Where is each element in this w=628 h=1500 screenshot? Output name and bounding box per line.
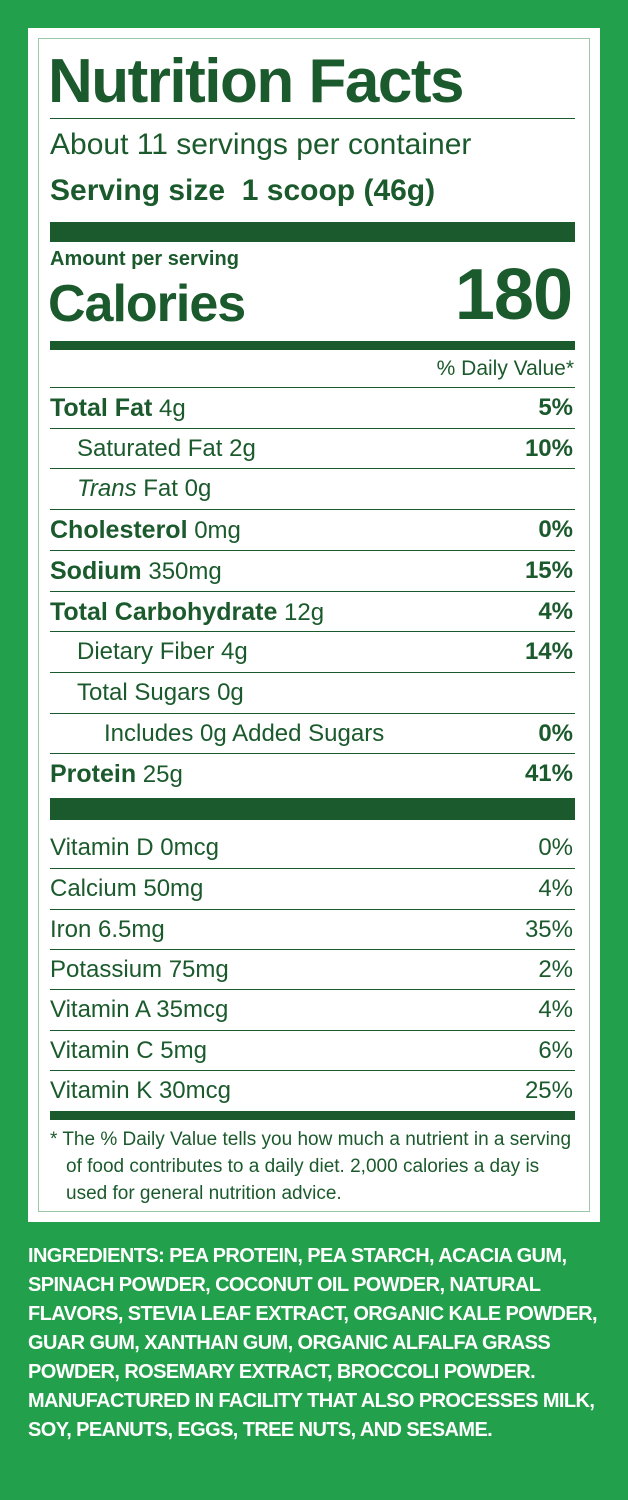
title: Nutrition Facts xyxy=(48,47,464,116)
daily-value: 4% xyxy=(538,996,573,1024)
panel-frame xyxy=(38,38,590,1212)
daily-value: 35% xyxy=(524,915,573,943)
nutrient-amount: 0g xyxy=(184,475,212,503)
vitamin-row: Potassium 75mg 2% xyxy=(50,948,575,990)
vitamin-row: Vitamin K 30mcg 25% xyxy=(50,1069,575,1111)
nutrient-name: Fat xyxy=(143,475,178,503)
vitamin-name: Vitamin K 30mcg xyxy=(50,1076,231,1104)
nutrient-row: Dietary Fiber 4g 14% xyxy=(50,631,575,672)
vitamin-row: Iron 6.5mg 35% xyxy=(50,908,575,950)
nutrient-name-wrap: Total Carbohydrate 12g xyxy=(50,597,325,626)
daily-value: 5% xyxy=(538,394,573,421)
nutrient-prefix: Trans xyxy=(77,475,137,503)
ingredients-label: INGREDIENTS: xyxy=(28,1245,165,1267)
nutrition-panel: Nutrition Facts About 11 servings per co… xyxy=(28,28,600,1222)
nutrient-name-wrap: Sodium 350mg xyxy=(50,556,222,585)
vitamin-name: Calcium 50mg xyxy=(50,875,204,903)
nutrient-row: Saturated Fat 2g 10% xyxy=(50,427,575,469)
nutrient-row: Protein 25g 41% xyxy=(50,753,575,794)
nutrient-amount: 4g xyxy=(158,395,186,422)
allergen-statement: MANUFACTURED IN FACILITY THAT ALSO PROCE… xyxy=(28,1390,595,1441)
nutrient-row: Trans Fat 0g xyxy=(50,468,575,509)
daily-value: 41% xyxy=(524,760,573,788)
nutrient-row: Includes 0g Added Sugars 0% xyxy=(50,712,575,754)
daily-value: 4% xyxy=(538,875,573,903)
daily-value: 4% xyxy=(538,597,573,625)
footnote: * The % Daily Value tells you how much a… xyxy=(50,1129,572,1204)
ingredients: INGREDIENTS: PEA PROTEIN, PEA STARCH, AC… xyxy=(28,1242,608,1445)
nutrient-name: Dietary Fiber xyxy=(77,638,215,666)
vitamin-name: Vitamin C 5mg xyxy=(50,1036,207,1064)
daily-value: 25% xyxy=(524,1076,573,1104)
thick-rule xyxy=(50,341,575,350)
nutrient-amount: 12g xyxy=(284,598,325,626)
daily-value: 14% xyxy=(524,638,573,666)
serving-size-label: Serving size xyxy=(50,174,226,207)
daily-value: 6% xyxy=(538,1036,573,1064)
serving-size: Serving size 1 scoop (46g) xyxy=(50,174,435,208)
nutrient-name: Cholesterol xyxy=(50,516,188,545)
daily-value: 15% xyxy=(524,556,573,584)
daily-value: 0% xyxy=(538,719,573,747)
nutrient-name-wrap: Saturated Fat 2g xyxy=(50,435,256,462)
nutrient-name-wrap: Total Sugars 0g xyxy=(50,679,244,706)
calories-label: Calories xyxy=(48,275,246,333)
daily-value: 0% xyxy=(538,516,573,544)
daily-value: 10% xyxy=(524,434,573,462)
nutrient-row: Cholesterol 0mg 0% xyxy=(50,509,575,550)
nutrient-name-wrap: Trans Fat 0g xyxy=(50,475,211,502)
vitamin-row: Calcium 50mg 4% xyxy=(50,868,575,909)
rule xyxy=(50,118,575,119)
nutrient-amount: 350mg xyxy=(148,557,222,585)
thick-rule xyxy=(50,798,575,820)
vitamin-name: Iron 6.5mg xyxy=(50,915,165,943)
nutrient-row: Total Fat 4g 5% xyxy=(50,387,575,428)
nutrient-amount: 0g xyxy=(217,678,244,706)
vitamin-row: Vitamin D 0mcg 0% xyxy=(50,828,575,868)
nutrient-name: Total Sugars xyxy=(77,678,211,706)
thick-rule xyxy=(50,222,575,242)
nutrient-name: Sodium xyxy=(50,556,142,585)
vitamin-name: Potassium 75mg xyxy=(50,955,229,983)
nutrient-row: Total Carbohydrate 12g 4% xyxy=(50,590,575,632)
nutrient-row: Total Sugars 0g xyxy=(50,671,575,713)
amount-per-serving: Amount per serving xyxy=(50,248,239,270)
nutrient-name-wrap: Includes 0g Added Sugars xyxy=(50,720,384,747)
calories-value: 180 xyxy=(454,255,573,335)
daily-value: 0% xyxy=(538,834,573,861)
nutrient-amount: 2g xyxy=(229,434,256,462)
nutrient-name: Total Carbohydrate xyxy=(50,597,278,626)
nutrient-name-wrap: Protein 25g xyxy=(50,760,183,789)
ingredients-text: PEA PROTEIN, PEA STARCH, ACACIA GUM, SPI… xyxy=(28,1245,598,1383)
servings: About 11 servings per container xyxy=(50,128,472,161)
nutrient-amount: 0mg xyxy=(194,517,241,545)
thick-rule xyxy=(50,1111,575,1120)
nutrient-amount: 4g xyxy=(221,638,248,666)
nutrient-name: Includes 0g Added Sugars xyxy=(104,719,385,747)
nutrient-name: Total Fat xyxy=(50,394,153,422)
nutrient-name: Protein xyxy=(50,760,137,789)
nutrient-name-wrap: Total Fat 4g xyxy=(50,394,186,422)
nutrient-name-wrap: Dietary Fiber 4g xyxy=(50,638,248,665)
vitamin-row: Vitamin C 5mg 6% xyxy=(50,1029,575,1071)
nutrient-amount: 25g xyxy=(142,761,183,789)
vitamin-name: Vitamin A 35mcg xyxy=(50,996,229,1024)
nutrient-name: Saturated Fat xyxy=(77,434,223,462)
vitamin-row: Vitamin A 35mcg 4% xyxy=(50,989,575,1030)
serving-size-value: 1 scoop (46g) xyxy=(241,174,436,207)
vitamin-name: Vitamin D 0mcg xyxy=(50,834,219,861)
daily-value-header: % Daily Value* xyxy=(436,357,574,380)
daily-value: 2% xyxy=(538,955,573,983)
nutrient-name-wrap: Cholesterol 0mg xyxy=(50,516,241,545)
nutrient-row: Sodium 350mg 15% xyxy=(50,549,575,591)
